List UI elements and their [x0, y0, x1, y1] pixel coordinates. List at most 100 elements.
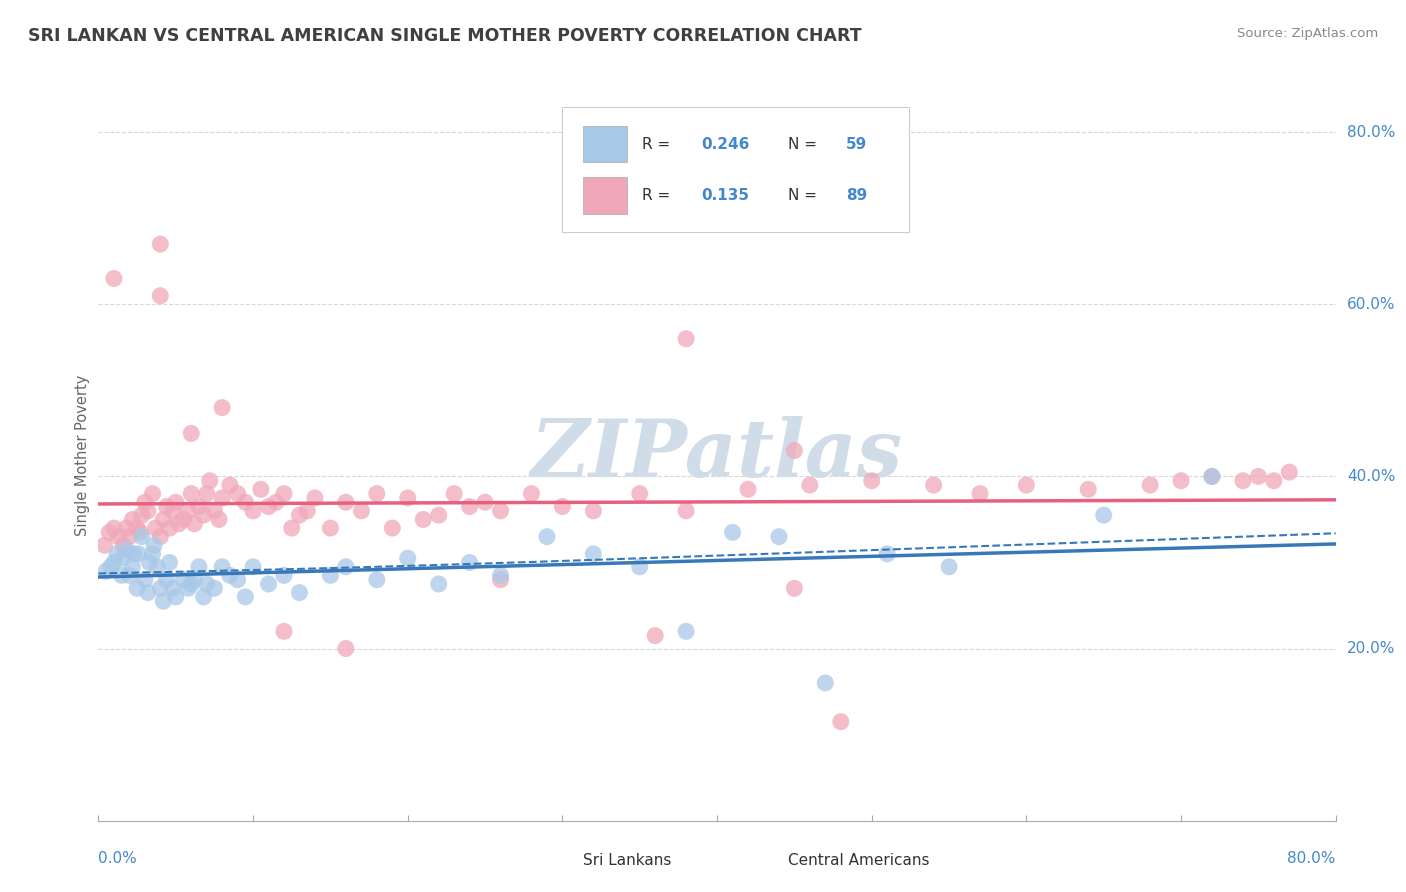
Point	[219, 568, 242, 582]
Point	[257, 500, 280, 514]
Point	[396, 551, 419, 566]
Point	[458, 500, 481, 514]
Point	[474, 495, 496, 509]
Point	[1015, 478, 1038, 492]
Point	[350, 504, 373, 518]
Point	[141, 547, 165, 561]
Point	[335, 559, 357, 574]
Point	[860, 474, 883, 488]
Point	[183, 516, 205, 531]
Point	[1092, 508, 1115, 523]
Text: 0.135: 0.135	[702, 187, 749, 202]
Point	[103, 556, 125, 570]
Point	[112, 538, 135, 552]
Point	[396, 491, 419, 505]
Point	[193, 590, 215, 604]
Point	[489, 573, 512, 587]
Point	[127, 582, 149, 596]
Point	[412, 512, 434, 526]
Text: R =: R =	[641, 136, 675, 152]
Point	[489, 504, 512, 518]
Point	[165, 495, 187, 509]
Point	[628, 559, 651, 574]
Point	[188, 559, 211, 574]
Text: Sri Lankans: Sri Lankans	[583, 854, 672, 869]
Point	[381, 521, 404, 535]
Point	[198, 474, 221, 488]
Point	[136, 504, 159, 518]
Point	[112, 551, 135, 566]
Point	[427, 508, 450, 523]
Point	[96, 564, 118, 578]
Point	[180, 486, 202, 500]
Point	[536, 530, 558, 544]
Point	[366, 486, 388, 500]
Point	[159, 556, 181, 570]
Point	[721, 525, 744, 540]
Point	[520, 486, 543, 500]
Point	[783, 582, 806, 596]
Point	[233, 495, 257, 509]
Point	[180, 577, 202, 591]
Point	[177, 504, 200, 518]
Y-axis label: Single Mother Poverty: Single Mother Poverty	[75, 375, 90, 535]
Point	[159, 521, 181, 535]
Point	[152, 512, 174, 526]
Point	[458, 556, 481, 570]
Point	[1263, 474, 1285, 488]
Point	[152, 594, 174, 608]
Point	[100, 559, 122, 574]
Point	[118, 568, 141, 582]
Point	[273, 486, 295, 500]
Text: 59: 59	[846, 136, 868, 152]
Point	[195, 577, 218, 591]
Point	[226, 573, 249, 587]
Text: SRI LANKAN VS CENTRAL AMERICAN SINGLE MOTHER POVERTY CORRELATION CHART: SRI LANKAN VS CENTRAL AMERICAN SINGLE MO…	[28, 27, 862, 45]
Point	[737, 483, 759, 497]
Point	[208, 512, 231, 526]
Point	[115, 542, 138, 557]
Point	[177, 582, 200, 596]
Point	[149, 530, 172, 544]
Point	[98, 525, 121, 540]
Point	[1278, 465, 1301, 479]
Point	[122, 547, 145, 561]
FancyBboxPatch shape	[562, 108, 908, 232]
Point	[127, 521, 149, 535]
Point	[1170, 474, 1192, 488]
Point	[172, 573, 194, 587]
Point	[335, 495, 357, 509]
Point	[111, 568, 132, 582]
Text: 20.0%: 20.0%	[1347, 641, 1395, 656]
Point	[628, 486, 651, 500]
Point	[134, 495, 156, 509]
Point	[938, 559, 960, 574]
Point	[1232, 474, 1254, 488]
Point	[281, 521, 304, 535]
Point	[165, 590, 187, 604]
Text: Central Americans: Central Americans	[787, 854, 929, 869]
Text: Source: ZipAtlas.com: Source: ZipAtlas.com	[1237, 27, 1378, 40]
Point	[969, 486, 991, 500]
Bar	[748, 847, 775, 875]
Point	[193, 508, 215, 523]
Point	[118, 530, 141, 544]
Point	[366, 573, 388, 587]
Point	[1077, 483, 1099, 497]
Point	[149, 582, 172, 596]
Point	[242, 504, 264, 518]
Point	[1139, 478, 1161, 492]
Bar	[583, 177, 627, 213]
Point	[145, 521, 167, 535]
Bar	[583, 126, 627, 162]
Point	[131, 530, 153, 544]
Text: 40.0%: 40.0%	[1347, 469, 1395, 484]
Point	[155, 573, 177, 587]
Point	[273, 624, 295, 639]
Point	[319, 521, 342, 535]
Point	[143, 538, 166, 552]
Point	[644, 629, 666, 643]
Point	[675, 332, 697, 346]
Point	[799, 478, 821, 492]
Text: 80.0%: 80.0%	[1288, 851, 1336, 866]
